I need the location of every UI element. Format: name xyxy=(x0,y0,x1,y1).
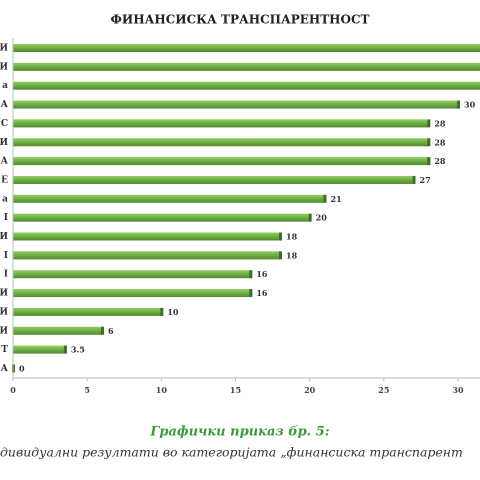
bar xyxy=(13,345,65,354)
bar xyxy=(13,289,251,298)
bar-end xyxy=(323,194,327,203)
bar-end xyxy=(160,307,164,316)
bar xyxy=(13,270,251,279)
category-label: С xyxy=(1,119,8,129)
bar-end xyxy=(427,138,431,147)
x-tick-label: 0 xyxy=(10,385,16,395)
category-label: I xyxy=(4,213,8,223)
category-label: А xyxy=(1,100,9,110)
x-tick-label: 5 xyxy=(84,385,90,395)
bar xyxy=(13,213,310,222)
bar xyxy=(13,175,414,184)
value-label: 28 xyxy=(434,137,446,147)
bar xyxy=(13,232,280,241)
bar-end xyxy=(279,251,282,260)
category-label: И xyxy=(0,232,8,242)
x-tick-label: 20 xyxy=(304,385,316,395)
value-label: 16 xyxy=(256,288,268,298)
value-label: 10 xyxy=(167,307,179,317)
value-label: 28 xyxy=(434,118,446,128)
bar xyxy=(13,119,429,128)
bar xyxy=(13,251,280,260)
bar-end xyxy=(249,289,253,298)
category-label: И xyxy=(0,138,8,148)
x-tick-label: 10 xyxy=(156,385,168,395)
value-label: 3.5 xyxy=(71,345,85,355)
x-tick-label: 15 xyxy=(230,385,241,395)
bar-end xyxy=(427,119,431,128)
bar xyxy=(13,138,429,147)
bar-end xyxy=(457,100,460,109)
bar-end xyxy=(427,157,431,166)
value-label: 16 xyxy=(256,269,268,279)
category-label: Т xyxy=(1,345,8,355)
bar xyxy=(13,44,480,52)
bar xyxy=(13,100,458,109)
value-label: 0 xyxy=(19,363,25,373)
caption: Графички приказ бр. 5: xyxy=(149,425,329,440)
value-label: 18 xyxy=(286,250,298,260)
category-label: И xyxy=(0,62,8,72)
bar xyxy=(13,62,480,71)
value-label: 21 xyxy=(331,194,342,204)
category-label: I xyxy=(4,270,8,280)
value-label: 30 xyxy=(464,100,476,110)
category-label: I xyxy=(4,251,8,261)
category-label: И xyxy=(0,326,8,336)
bar xyxy=(13,157,429,166)
category-label: И xyxy=(0,307,8,317)
bar xyxy=(13,194,325,203)
category-label: а xyxy=(2,81,8,91)
chart-title: ФИНАНСИСКА ТРАНСПАРЕНТНОСТ xyxy=(111,13,370,27)
bar-end xyxy=(63,345,67,354)
subcaption: дивидуални резултати во категоријата „фи… xyxy=(0,445,463,460)
bar-end xyxy=(279,232,282,241)
x-tick-label: 30 xyxy=(452,385,464,395)
value-label: 20 xyxy=(316,213,328,223)
value-label: 6 xyxy=(108,326,114,336)
value-label: 27 xyxy=(420,175,431,185)
category-label: Е xyxy=(1,175,8,185)
value-label: 18 xyxy=(286,232,298,242)
value-label: 28 xyxy=(434,156,446,166)
category-label: А xyxy=(1,157,9,167)
bar xyxy=(13,81,480,90)
bar-end xyxy=(412,175,416,184)
category-label: И xyxy=(0,44,8,54)
x-tick-label: 25 xyxy=(378,385,389,395)
category-label: а xyxy=(2,194,8,204)
plot-area xyxy=(12,44,480,373)
bar xyxy=(13,326,102,335)
bar-end xyxy=(249,270,253,279)
category-label: И xyxy=(0,289,8,299)
bar xyxy=(13,307,162,316)
bar-end xyxy=(101,326,104,335)
bar-end xyxy=(308,213,312,222)
category-label: А xyxy=(1,364,9,374)
